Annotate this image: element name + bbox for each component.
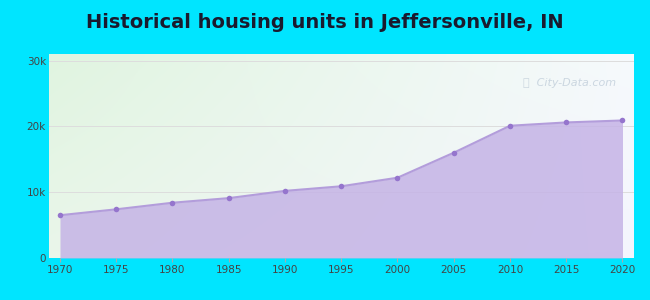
Point <box>111 207 122 212</box>
Point <box>224 196 234 200</box>
Point <box>448 150 459 155</box>
Point <box>618 118 628 123</box>
Text: Historical housing units in Jeffersonville, IN: Historical housing units in Jeffersonvil… <box>86 14 564 32</box>
Point <box>561 120 571 125</box>
Point <box>336 184 346 189</box>
Point <box>280 188 290 193</box>
Point <box>55 213 65 218</box>
Point <box>393 175 403 180</box>
Point <box>505 123 515 128</box>
Point <box>167 200 177 205</box>
Text: ⓘ  City-Data.com: ⓘ City-Data.com <box>523 79 616 88</box>
